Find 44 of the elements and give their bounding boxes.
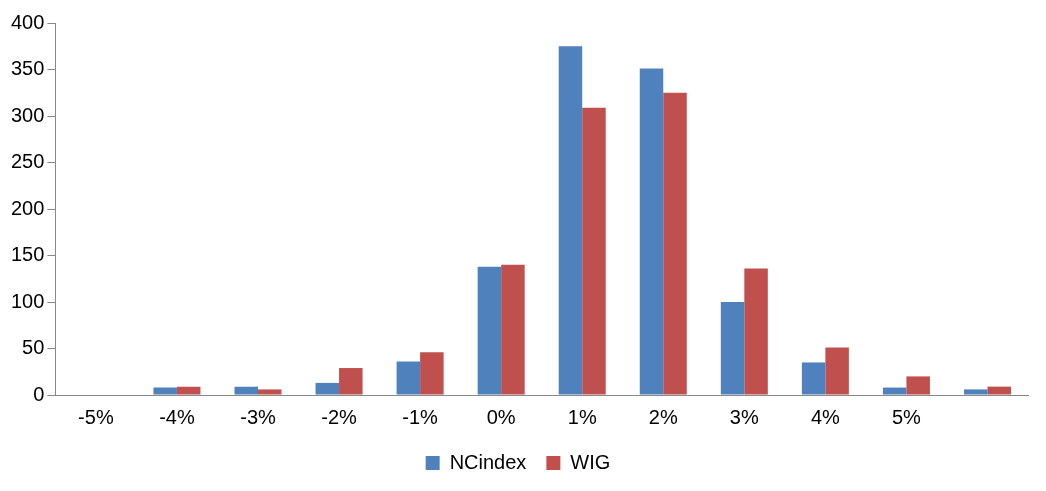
y-tick-label: 350 — [10, 57, 45, 80]
bar — [906, 376, 930, 395]
bar — [720, 302, 745, 395]
bar — [963, 389, 988, 395]
bar — [825, 347, 849, 395]
bar — [258, 389, 282, 395]
bar — [153, 387, 177, 395]
y-tick-label: 200 — [10, 196, 45, 219]
y-tick-label: 250 — [10, 150, 45, 173]
x-tick-label: 0% — [486, 405, 516, 428]
legend-label: WIG — [570, 450, 611, 473]
x-tick-label: 2% — [648, 405, 678, 428]
bar — [234, 386, 258, 395]
bar — [501, 264, 525, 395]
bar — [744, 268, 768, 395]
bar — [176, 386, 201, 395]
bar — [663, 92, 687, 395]
x-tick-label: -3% — [240, 405, 276, 428]
legend-label: NCindex — [449, 450, 527, 473]
bar — [882, 387, 907, 395]
x-tick-label: 3% — [729, 405, 759, 428]
y-tick-label: 0 — [33, 382, 45, 405]
bar — [396, 361, 421, 395]
y-tick-label: 50 — [22, 336, 45, 359]
bar — [420, 352, 444, 395]
bar — [639, 68, 664, 395]
bar — [315, 382, 340, 395]
x-tick-label: 1% — [567, 405, 597, 428]
y-tick-label: 300 — [10, 103, 45, 126]
x-tick-label: -1% — [402, 405, 439, 428]
x-tick-label: -4% — [159, 405, 195, 428]
bar — [801, 362, 826, 395]
bar — [987, 386, 1011, 395]
bar — [339, 368, 363, 395]
y-tick-label: 400 — [10, 10, 45, 33]
y-tick-label: 100 — [10, 289, 45, 312]
x-tick-label: 5% — [891, 405, 922, 428]
bar — [477, 266, 502, 395]
x-tick-label: -5% — [78, 405, 114, 428]
bar — [558, 46, 583, 395]
x-tick-label: 4% — [810, 405, 841, 428]
y-tick-label: 150 — [10, 243, 45, 266]
x-tick-label: -2% — [321, 405, 358, 428]
bar — [582, 107, 606, 395]
